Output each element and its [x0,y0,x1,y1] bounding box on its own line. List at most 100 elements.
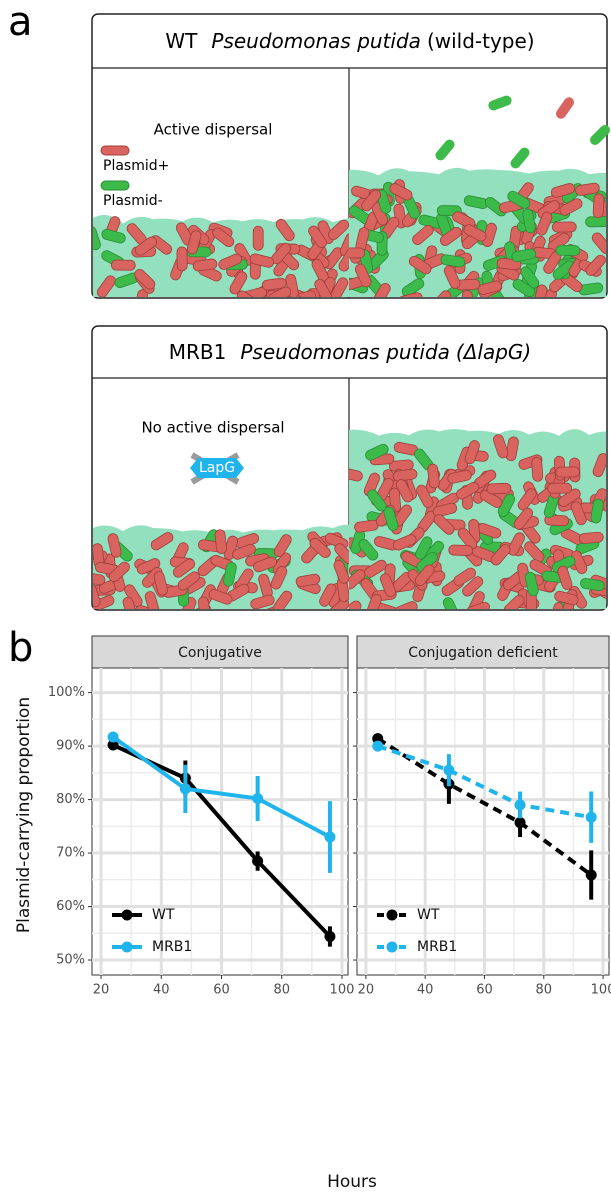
bacterium [110,259,136,271]
bacterium [144,591,160,609]
species: Pseudomonas putida [211,29,421,53]
bacterium [208,589,233,605]
x-tick-label: 40 [153,983,170,998]
bacterium [150,532,174,551]
strip-title: Conjugation deficient [408,645,558,661]
point [443,764,455,776]
bacterium [93,595,115,609]
bacterium [229,271,248,295]
bacterium [367,489,387,512]
bacterium [453,567,476,587]
bacterium [242,287,268,297]
x-tick-label: 80 [536,983,553,998]
bacterium [463,224,487,242]
legend-point [121,909,133,921]
biofilm [93,215,349,297]
bacterium [456,481,480,500]
series-line [111,735,331,839]
point [514,799,526,811]
bacterium [507,190,531,209]
bacterium [512,278,536,297]
bacterium [214,529,227,555]
bacterium [365,443,389,461]
bacterium [524,571,539,597]
bacterium [252,225,264,251]
bacterium [590,498,604,524]
strip-title: Conjugative [178,645,262,661]
legend-label: WT [417,907,440,923]
bacterium [580,578,605,592]
bacterium [507,532,525,556]
legend-point [386,941,398,953]
bacterium [490,544,511,566]
bacterium [510,147,530,169]
x-tick-label: 100 [330,983,355,998]
bacterium [503,594,525,609]
bacterium [389,183,413,201]
bacterium [513,507,534,530]
bacterium [393,601,418,609]
bacterium [452,211,476,229]
bacterium [212,227,235,248]
bacterium [383,506,399,531]
illustration [93,95,610,609]
bacterium [93,583,101,608]
point [107,731,119,743]
bacterium [122,596,138,609]
bacterium [486,482,512,495]
bacterium [435,139,455,161]
bacterium [197,596,211,609]
bacterium [232,543,256,560]
bacterium [96,275,116,297]
strain: WT [165,29,198,53]
bacterium [308,225,328,248]
bacterium [555,466,581,478]
bacterium [443,265,461,289]
bacterium [401,278,425,297]
bacterium [571,550,588,575]
bacterium [172,558,196,578]
legend-point [386,909,398,921]
bacterium [547,482,572,494]
bacterium [398,292,423,297]
bacterium [430,290,452,297]
x-tick-label: 100 [591,983,611,998]
bacterium [511,248,536,262]
bacterium [295,573,321,587]
x-axis-label: Hours [327,1172,377,1192]
bacterium [557,565,573,590]
bacterium [273,590,293,609]
bacterium [136,558,161,575]
bacterium [349,569,366,590]
panel-label: a [8,0,33,45]
annotation: Active dispersal [154,121,273,139]
bacterium [590,125,610,145]
bacterium [505,436,519,462]
bacterium [492,434,509,459]
bacterium [392,468,418,482]
bacterium [592,453,606,478]
bacterium [338,248,349,272]
bacterium [354,263,372,288]
bacterium [533,284,548,297]
bacterium [392,534,417,551]
bacterium [524,541,545,563]
bacterium [439,226,463,246]
bacterium [349,600,362,609]
bacterium [536,211,553,236]
species: Pseudomonas putida [240,340,450,364]
bacterium [591,232,606,255]
bacterium [477,280,502,295]
bacterium [180,597,197,609]
note: (ΔlapG) [456,340,531,364]
legend-bacterium [100,145,130,156]
bacterium [134,269,156,290]
x-tick-label: 60 [476,983,493,998]
bacterium [107,533,122,558]
panel-title: WT Pseudomonas putida (wild-type) [165,29,534,53]
point [252,793,264,805]
point [107,739,119,751]
annotation: No active dispersal [141,419,284,437]
y-tick-label: 80% [56,792,85,807]
bacterium [592,193,605,219]
